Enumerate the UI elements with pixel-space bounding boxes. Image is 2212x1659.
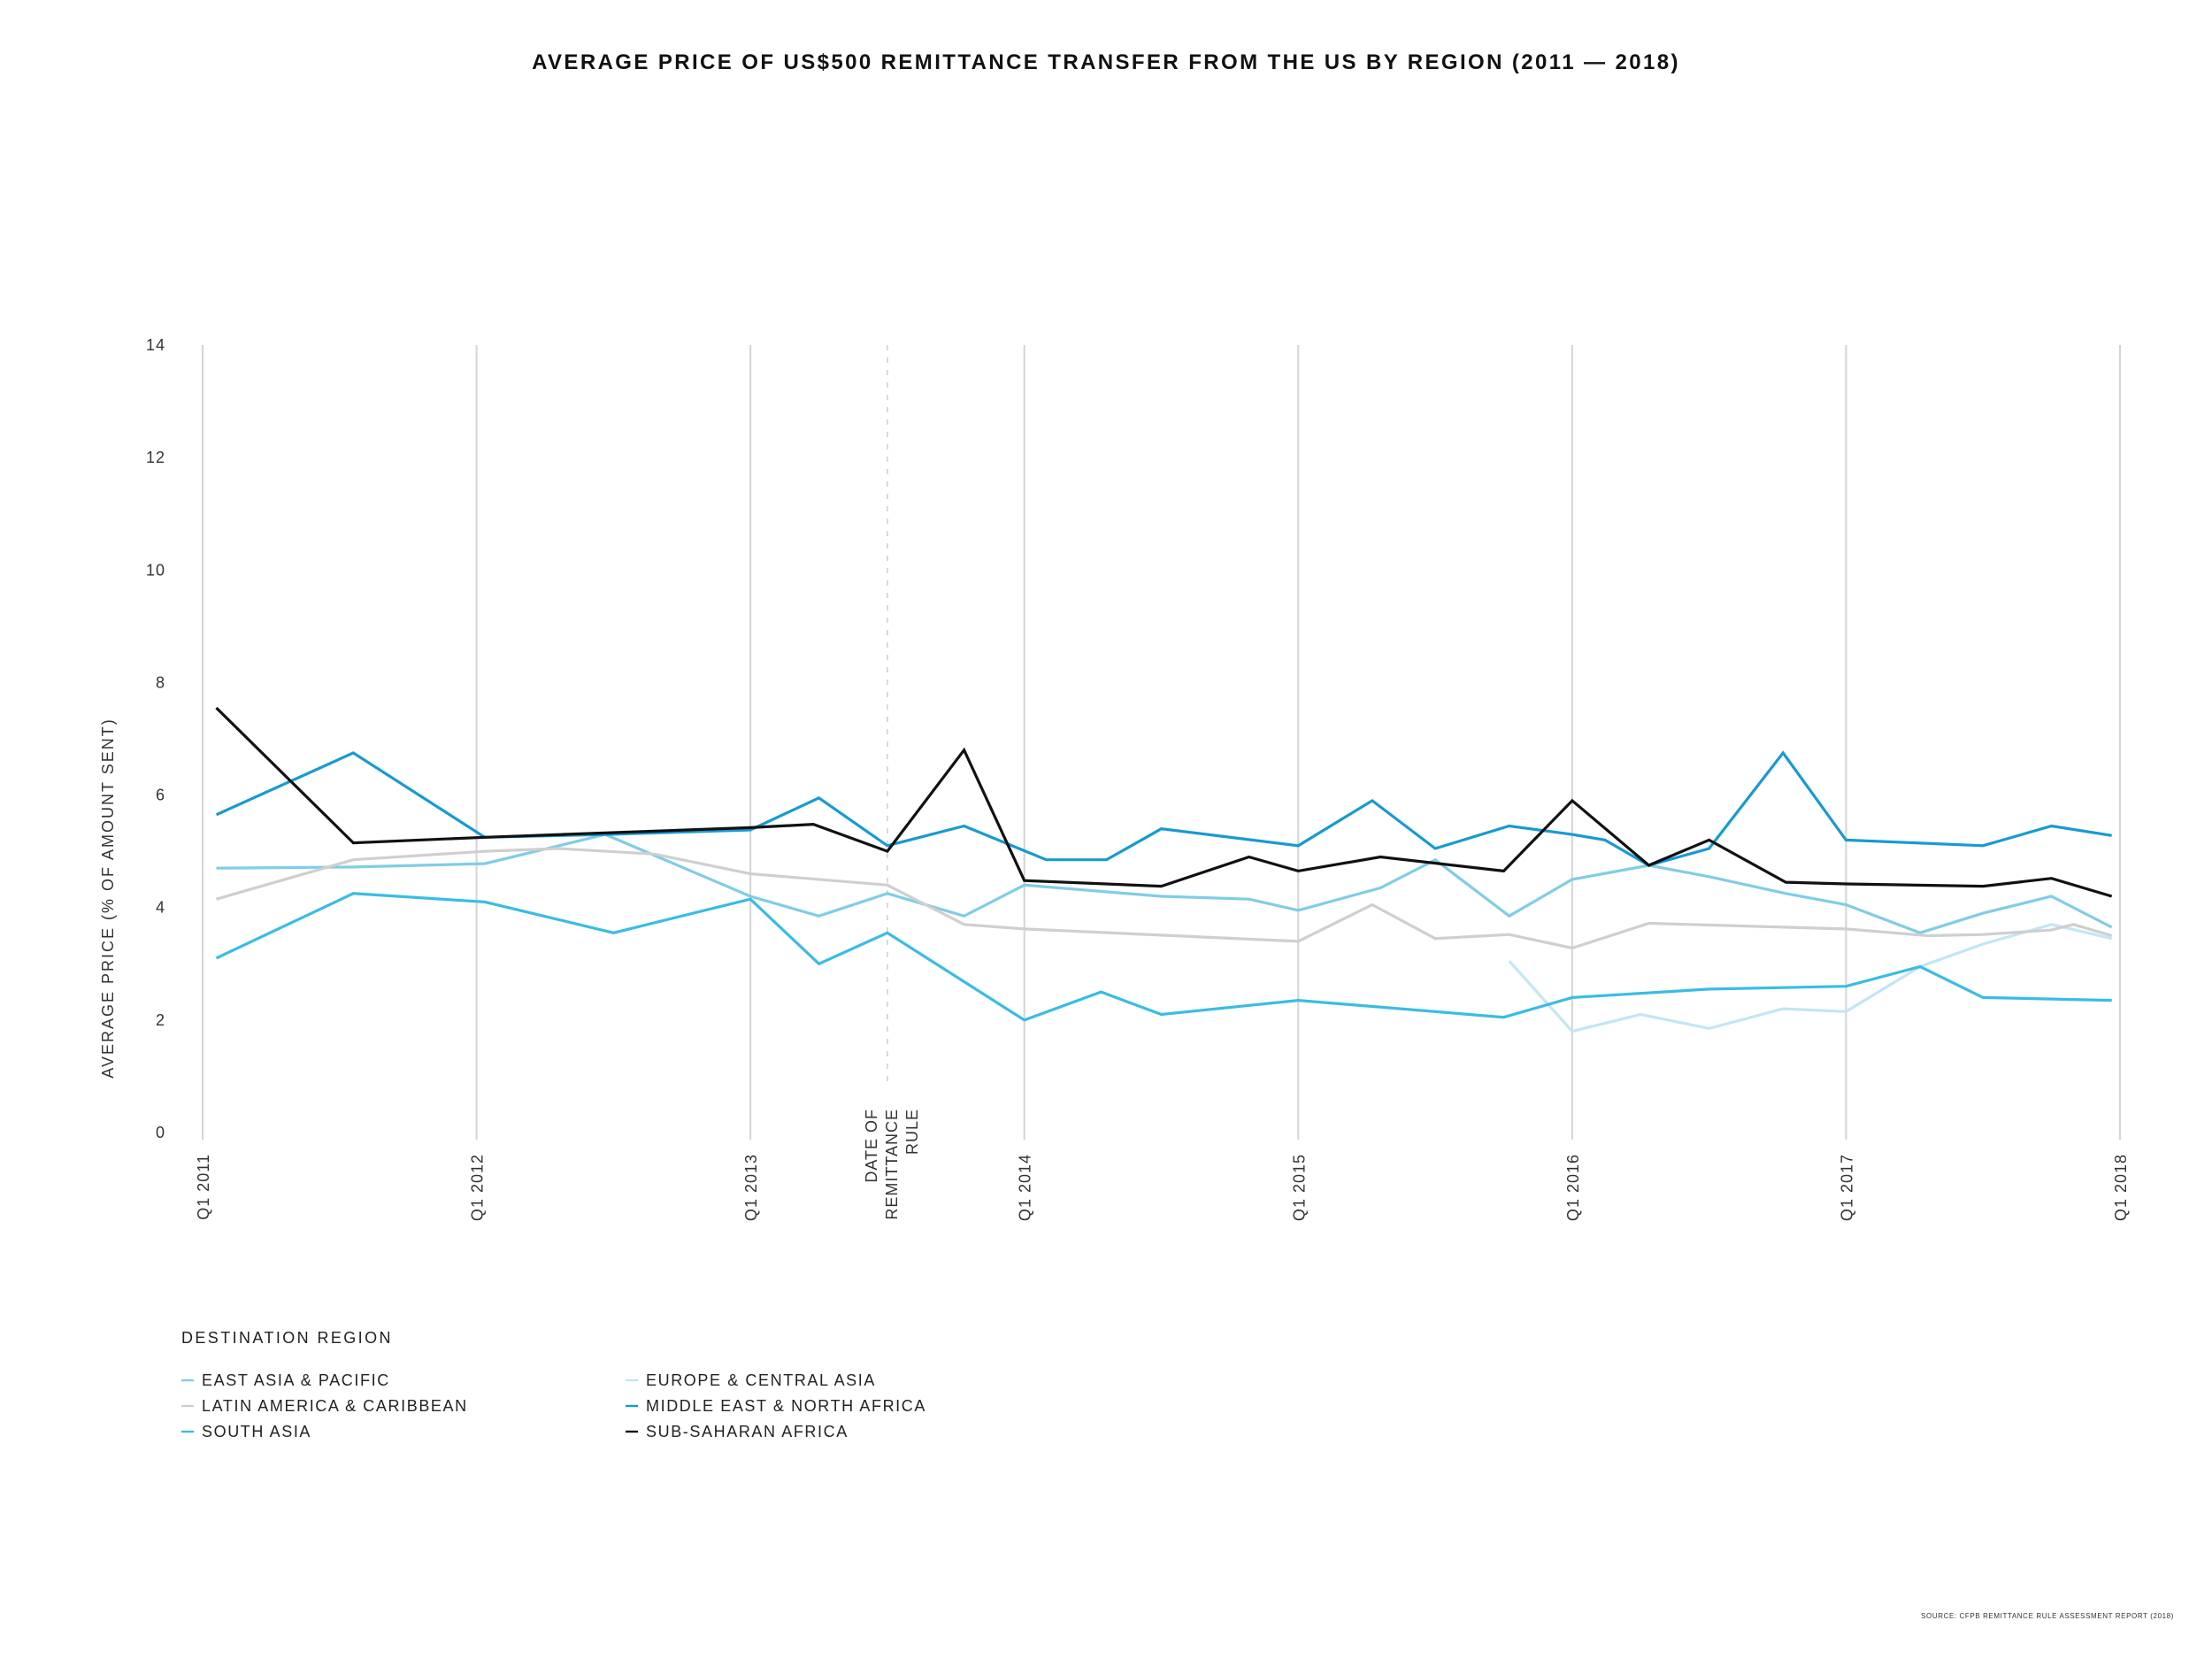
y-tick-label: 4	[156, 899, 165, 917]
series-lines	[215, 706, 2113, 1033]
series-line-europe-central-asia	[1508, 923, 2113, 1033]
series-line-south-asia	[215, 892, 2112, 1022]
annotation-label: DATE OF	[863, 1109, 880, 1183]
y-tick-label: 14	[146, 336, 165, 354]
source-note: SOURCE: CFPB REMITTANCE RULE ASSESSMENT …	[1921, 1612, 2174, 1620]
x-tick-label: Q1 2011	[195, 1154, 212, 1220]
series-line-sub-saharan-africa	[215, 706, 2113, 898]
x-tick-label: Q1 2012	[469, 1154, 487, 1221]
x-axis-ticks: Q1 2011 Q1 2012 Q1 2013 Q1 2014 Q1 2015 Q1 20…	[195, 1154, 2130, 1221]
x-tick-label: Q1 2014	[1017, 1154, 1034, 1221]
remittance-rule-annotation: DATE OF REMITTANCE RULE	[863, 345, 921, 1220]
series-line-latin-america-caribbean	[216, 847, 2113, 950]
y-tick-label: 10	[146, 561, 165, 579]
annotation-label: RULE	[903, 1109, 921, 1155]
x-tick-label: Q1 2017	[1838, 1154, 1855, 1221]
chart-title: AVERAGE PRICE OF US$500 REMITTANCE TRANS…	[532, 50, 1680, 74]
vertical-gridlines	[202, 345, 2121, 1140]
legend-label: LATIN AMERICA & CARIBBEAN	[202, 1397, 468, 1415]
legend-label: EAST ASIA & PACIFIC	[202, 1371, 390, 1389]
y-tick-label: 6	[156, 787, 165, 804]
x-tick-label: Q1 2015	[1290, 1154, 1308, 1221]
legend: EAST ASIA & PACIFIC EUROPE & CENTRAL ASIA…	[181, 1371, 926, 1440]
x-tick-label: Q1 2018	[2112, 1154, 2130, 1221]
y-tick-label: 8	[156, 673, 165, 691]
legend-label: SOUTH ASIA	[202, 1423, 311, 1440]
y-axis-title: AVERAGE PRICE (% OF AMOUNT SENT)	[99, 718, 117, 1078]
legend-label: EUROPE & CENTRAL ASIA	[646, 1371, 876, 1389]
legend-label: MIDDLE EAST & NORTH AFRICA	[646, 1397, 926, 1415]
annotation-label: REMITTANCE	[883, 1109, 901, 1220]
x-tick-label: Q1 2016	[1564, 1154, 1582, 1221]
x-tick-label: Q1 2013	[742, 1154, 760, 1221]
y-tick-label: 2	[156, 1011, 165, 1029]
y-tick-label: 0	[156, 1124, 165, 1141]
legend-label: SUB-SAHARAN AFRICA	[646, 1423, 849, 1440]
y-tick-label: 12	[146, 449, 165, 466]
legend-title: DESTINATION REGION	[181, 1329, 393, 1347]
series-line-middle-east-north-africa	[215, 750, 2112, 867]
series-line-east-asia-pacific	[216, 833, 2113, 934]
y-axis-ticks: 0 2 4 6 8 10 12 14	[146, 336, 165, 1141]
